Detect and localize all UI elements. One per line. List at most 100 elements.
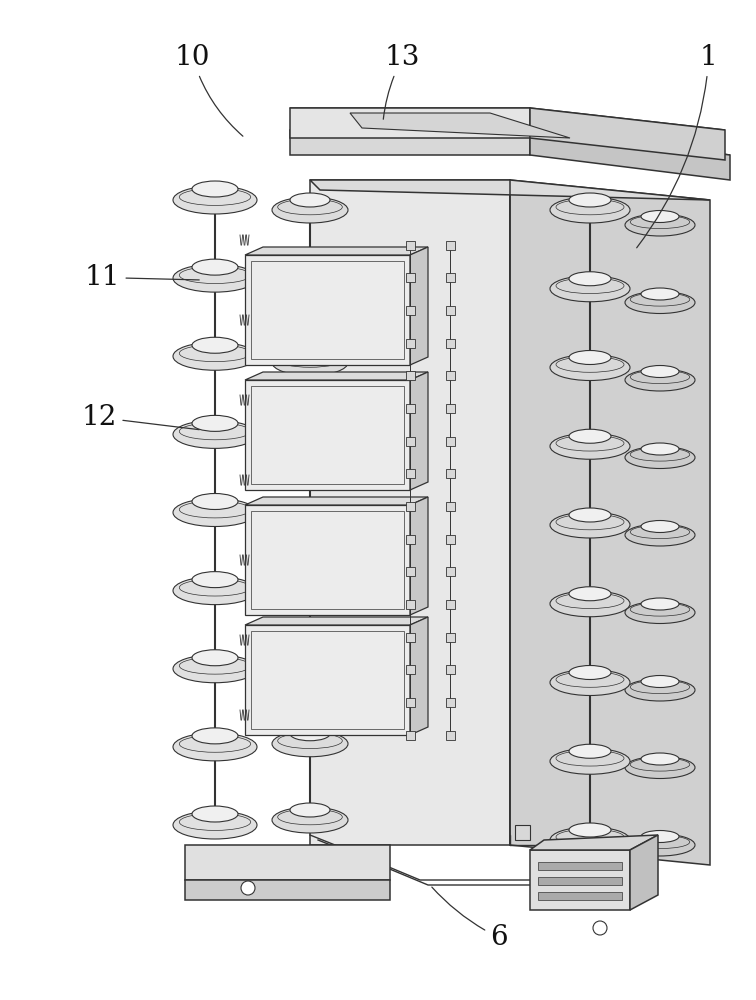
Ellipse shape <box>569 508 611 522</box>
Ellipse shape <box>641 443 679 455</box>
Polygon shape <box>630 835 658 910</box>
Ellipse shape <box>272 197 348 223</box>
Ellipse shape <box>641 598 679 610</box>
Ellipse shape <box>173 733 257 761</box>
Text: 6: 6 <box>432 887 507 951</box>
Polygon shape <box>245 497 428 505</box>
Ellipse shape <box>569 587 611 601</box>
Ellipse shape <box>625 214 695 236</box>
Circle shape <box>241 881 255 895</box>
Bar <box>405 502 414 511</box>
Ellipse shape <box>550 827 630 853</box>
Ellipse shape <box>641 211 679 223</box>
Ellipse shape <box>290 269 330 283</box>
Bar <box>405 240 414 249</box>
Ellipse shape <box>173 655 257 683</box>
Ellipse shape <box>625 369 695 391</box>
Polygon shape <box>245 505 410 615</box>
Bar <box>538 877 622 885</box>
Bar <box>538 862 622 870</box>
Polygon shape <box>290 130 530 155</box>
Bar <box>445 404 454 413</box>
Ellipse shape <box>192 572 238 588</box>
Bar <box>405 633 414 642</box>
Ellipse shape <box>569 744 611 758</box>
Text: 1: 1 <box>637 44 717 248</box>
Bar <box>405 436 414 446</box>
Bar <box>405 730 414 740</box>
Polygon shape <box>410 247 428 365</box>
Text: 13: 13 <box>383 44 420 119</box>
Circle shape <box>593 921 607 935</box>
Ellipse shape <box>173 264 257 292</box>
Ellipse shape <box>641 830 679 842</box>
Ellipse shape <box>641 753 679 765</box>
Ellipse shape <box>173 342 257 370</box>
Ellipse shape <box>290 803 330 817</box>
Ellipse shape <box>641 520 679 532</box>
Ellipse shape <box>192 806 238 822</box>
Ellipse shape <box>173 498 257 526</box>
Polygon shape <box>245 255 410 365</box>
Ellipse shape <box>192 181 238 197</box>
Ellipse shape <box>290 574 330 588</box>
Polygon shape <box>245 380 410 490</box>
Ellipse shape <box>290 346 330 360</box>
Bar <box>538 892 622 900</box>
Polygon shape <box>410 497 428 615</box>
Polygon shape <box>350 113 570 138</box>
Bar <box>445 665 454 674</box>
Polygon shape <box>185 845 390 880</box>
Ellipse shape <box>625 446 695 468</box>
Polygon shape <box>410 617 428 735</box>
Text: 11: 11 <box>85 264 200 291</box>
Ellipse shape <box>569 666 611 680</box>
Bar <box>405 306 414 315</box>
Ellipse shape <box>290 498 330 512</box>
Bar <box>405 371 414 380</box>
Ellipse shape <box>641 365 679 377</box>
Text: 12: 12 <box>82 404 200 431</box>
Ellipse shape <box>625 292 695 314</box>
Bar <box>445 502 454 511</box>
Bar <box>405 665 414 674</box>
Bar <box>445 534 454 544</box>
Polygon shape <box>310 180 710 200</box>
Ellipse shape <box>173 577 257 605</box>
Bar <box>445 338 454 348</box>
Bar <box>445 730 454 740</box>
Ellipse shape <box>625 756 695 778</box>
Ellipse shape <box>272 578 348 604</box>
Ellipse shape <box>550 591 630 617</box>
Bar <box>445 698 454 707</box>
Ellipse shape <box>290 727 330 741</box>
Bar <box>405 534 414 544</box>
Ellipse shape <box>173 420 257 448</box>
Ellipse shape <box>272 807 348 833</box>
Bar <box>405 600 414 609</box>
Ellipse shape <box>569 823 611 837</box>
Ellipse shape <box>569 193 611 207</box>
Bar <box>445 567 454 576</box>
Ellipse shape <box>625 679 695 701</box>
Bar <box>445 240 454 249</box>
Ellipse shape <box>272 426 348 452</box>
Ellipse shape <box>625 834 695 856</box>
Ellipse shape <box>192 728 238 744</box>
Polygon shape <box>185 880 390 900</box>
Ellipse shape <box>192 259 238 275</box>
Bar <box>445 371 454 380</box>
Ellipse shape <box>290 650 330 664</box>
Bar <box>445 600 454 609</box>
Ellipse shape <box>272 654 348 680</box>
Polygon shape <box>290 108 530 138</box>
Ellipse shape <box>625 524 695 546</box>
Ellipse shape <box>550 197 630 223</box>
Polygon shape <box>530 108 725 160</box>
Ellipse shape <box>569 272 611 286</box>
Ellipse shape <box>272 350 348 375</box>
Bar <box>405 698 414 707</box>
Bar <box>405 338 414 348</box>
Ellipse shape <box>290 422 330 436</box>
Ellipse shape <box>272 731 348 757</box>
